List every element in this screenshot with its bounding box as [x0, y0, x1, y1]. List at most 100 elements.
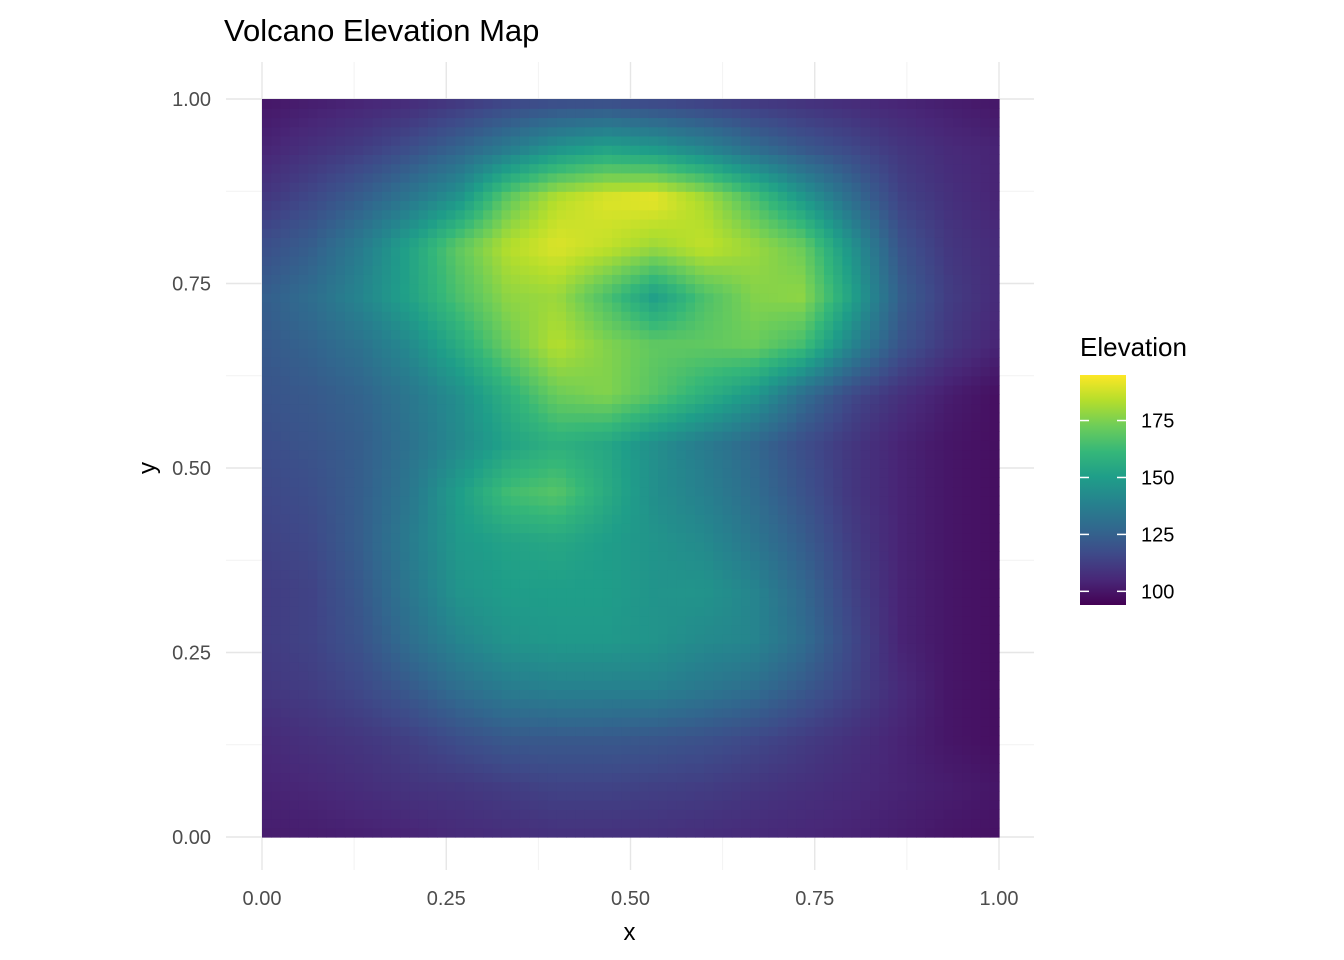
heatmap-cell: [584, 652, 595, 663]
heatmap-cell: [768, 661, 779, 672]
heatmap-cell: [271, 698, 282, 709]
heatmap-cell: [400, 707, 410, 718]
heatmap-cell: [731, 634, 742, 644]
heatmap-cell: [298, 431, 309, 441]
heatmap-cell: [989, 735, 1000, 746]
heatmap-cell: [713, 301, 724, 312]
heatmap-cell: [906, 809, 917, 820]
heatmap-cell: [777, 440, 788, 451]
heatmap-cell: [602, 283, 613, 294]
heatmap-cell: [731, 624, 742, 635]
heatmap-cell: [547, 753, 558, 764]
heatmap-cell: [980, 827, 991, 838]
heatmap-cell: [704, 514, 715, 524]
heatmap-cell: [943, 403, 954, 414]
heatmap-cell: [676, 680, 687, 690]
heatmap-cell: [768, 827, 779, 838]
heatmap-cell: [381, 560, 392, 571]
heatmap-cell: [446, 486, 457, 497]
heatmap-cell: [879, 384, 890, 395]
heatmap-cell: [768, 357, 779, 368]
heatmap-cell: [437, 717, 447, 727]
heatmap-cell: [584, 403, 595, 414]
heatmap-cell: [741, 606, 751, 617]
heatmap-cell: [842, 458, 853, 469]
heatmap-cell: [280, 394, 291, 405]
heatmap-cell: [658, 468, 668, 478]
heatmap-cell: [741, 384, 751, 395]
heatmap-cell: [805, 403, 816, 414]
heatmap-cell: [906, 338, 917, 349]
heatmap-cell: [750, 541, 761, 552]
heatmap-cell: [639, 394, 650, 405]
heatmap-cell: [639, 551, 650, 561]
heatmap-cell: [916, 394, 926, 405]
heatmap-cell: [280, 744, 291, 755]
heatmap-cell: [759, 274, 770, 285]
heatmap-cell: [335, 606, 346, 617]
heatmap-cell: [381, 504, 392, 515]
heatmap-cell: [538, 514, 549, 524]
heatmap-cell: [888, 606, 899, 617]
heatmap-cell: [833, 772, 843, 783]
heatmap-cell: [906, 486, 917, 497]
heatmap-cell: [298, 514, 309, 524]
heatmap-cell: [492, 624, 503, 635]
heatmap-cell: [805, 431, 816, 441]
heatmap-cell: [271, 827, 282, 838]
heatmap-cell: [584, 800, 595, 810]
heatmap-cell: [897, 338, 908, 349]
heatmap-cell: [271, 643, 282, 654]
heatmap-cell: [639, 541, 650, 552]
heatmap-cell: [547, 827, 558, 838]
heatmap-cell: [713, 744, 724, 755]
heatmap-cell: [897, 615, 908, 626]
heatmap-cell: [390, 624, 401, 635]
heatmap-cell: [750, 717, 761, 727]
heatmap-cell: [298, 726, 309, 737]
heatmap-cell: [842, 578, 853, 589]
heatmap-cell: [529, 735, 539, 746]
heatmap-cell: [492, 394, 503, 405]
heatmap-cell: [308, 477, 318, 488]
heatmap-cell: [547, 689, 558, 700]
heatmap-cell: [962, 569, 972, 580]
heatmap-cell: [547, 449, 558, 460]
heatmap-cell: [980, 274, 991, 285]
heatmap-cell: [289, 726, 300, 737]
heatmap-cell: [768, 495, 779, 506]
heatmap-cell: [805, 320, 816, 331]
heatmap-cell: [602, 403, 613, 414]
heatmap-cell: [437, 283, 447, 294]
heatmap-cell: [280, 735, 291, 746]
heatmap-cell: [317, 551, 328, 561]
heatmap-cell: [943, 670, 954, 681]
heatmap-cell: [639, 486, 650, 497]
heatmap-cell: [667, 753, 678, 764]
heatmap-cell: [630, 634, 641, 644]
heatmap-cell: [289, 495, 300, 506]
heatmap-cell: [612, 634, 622, 644]
heatmap-cell: [731, 744, 742, 755]
heatmap-cell: [556, 624, 567, 635]
heatmap-cell: [437, 560, 447, 571]
heatmap-cell: [694, 560, 705, 571]
heatmap-cell: [621, 301, 632, 312]
heatmap-cell: [989, 689, 1000, 700]
heatmap-cell: [280, 597, 291, 607]
heatmap-cell: [676, 338, 687, 349]
heatmap-cell: [529, 366, 539, 377]
heatmap-cell: [713, 514, 724, 524]
heatmap-cell: [648, 624, 659, 635]
heatmap-cell: [962, 643, 972, 654]
heatmap-cell: [262, 606, 272, 617]
heatmap-cell: [575, 744, 586, 755]
heatmap-cell: [575, 772, 586, 783]
heatmap-cell: [943, 790, 954, 801]
heatmap-cell: [556, 809, 567, 820]
heatmap-cell: [722, 698, 733, 709]
heatmap-cell: [833, 818, 843, 829]
heatmap-cell: [344, 320, 355, 331]
heatmap-cell: [639, 421, 650, 432]
heatmap-cell: [805, 707, 816, 718]
